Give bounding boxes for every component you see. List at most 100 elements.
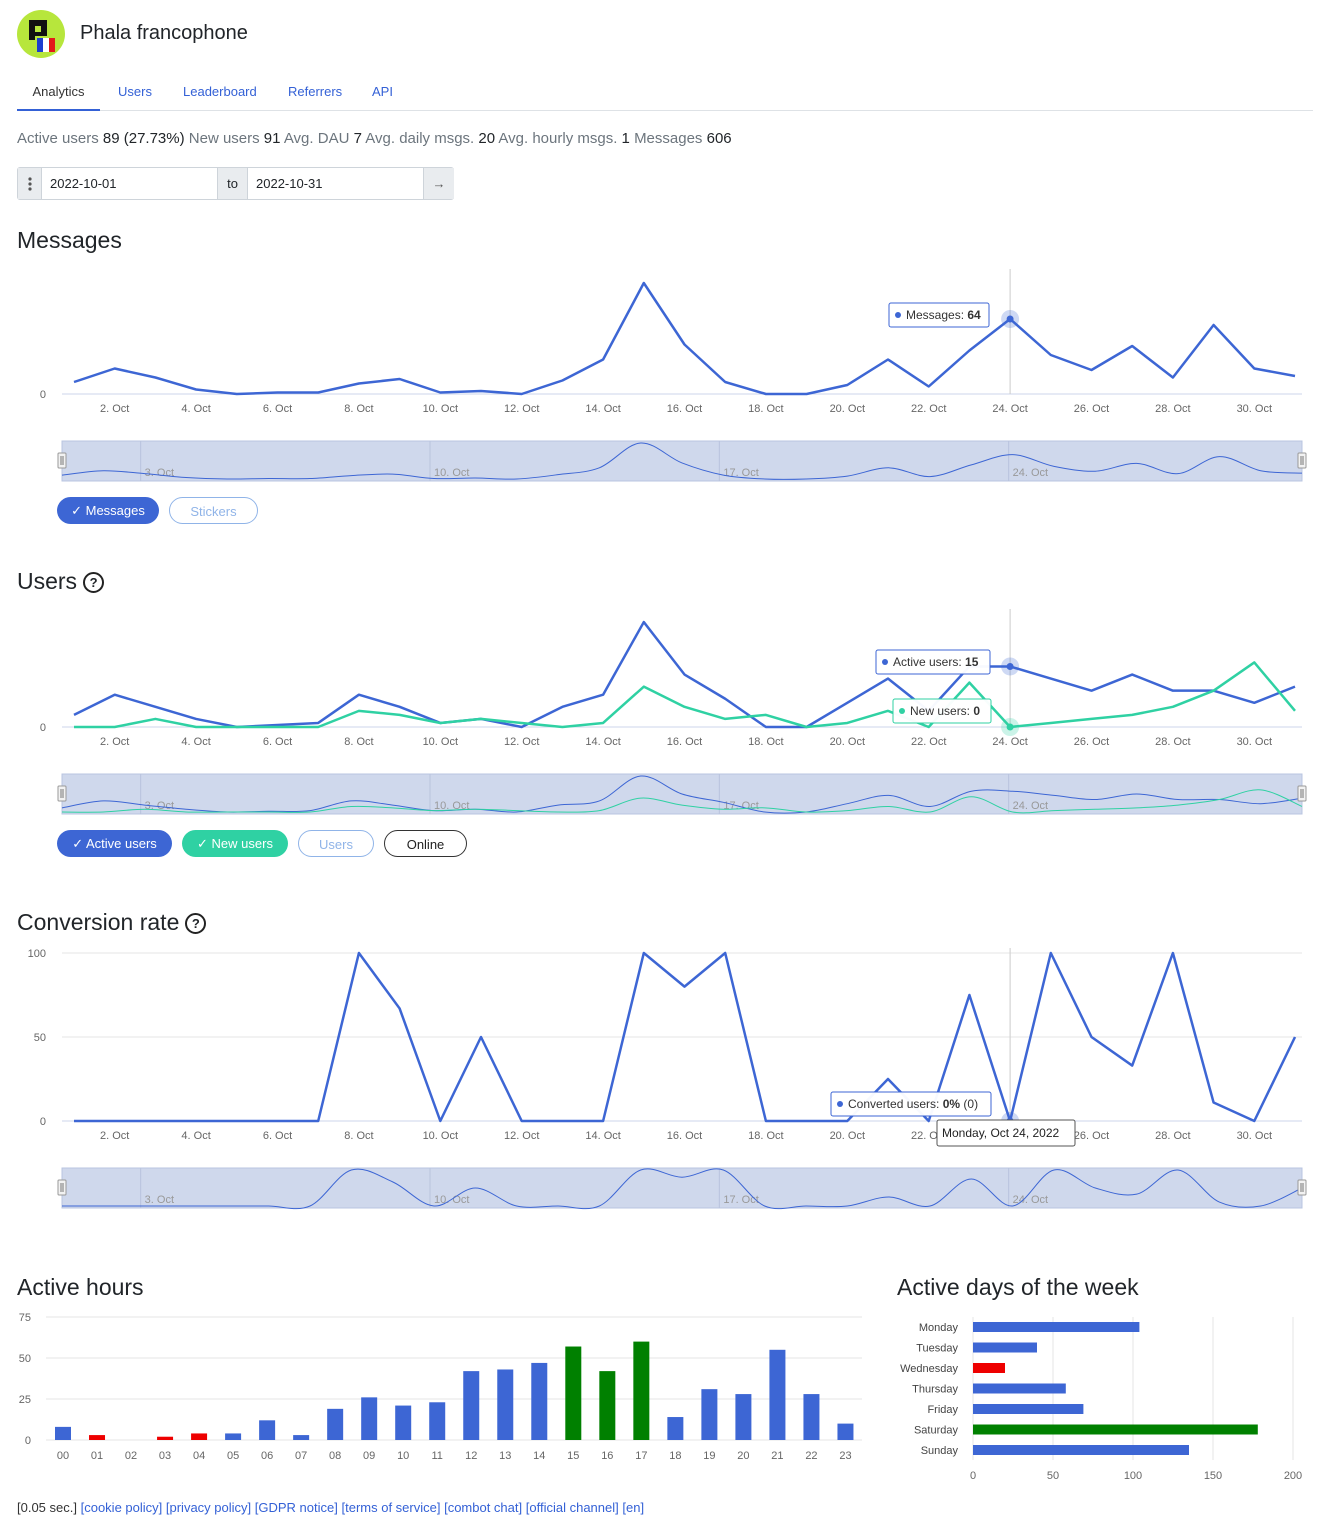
y-tick-label: 25 (19, 1394, 31, 1406)
terms-link[interactable]: [terms of service] (341, 1500, 441, 1515)
bar-hour-01 (89, 1435, 106, 1440)
conversion-chart[interactable]: 0 50 100 2. Oct 4. Oct 6. Oct 8. Oct 10. Oct 12.… (0, 940, 1328, 1215)
bar-hour-20 (735, 1394, 752, 1440)
tab-analytics[interactable]: Analytics (17, 80, 100, 111)
toggle-active-users-label: Active users (85, 836, 157, 851)
toggle-messages[interactable]: ✓ Messages (57, 497, 159, 524)
x-tick-label: 6. Oct (263, 1130, 292, 1142)
question-circle-icon[interactable]: ? (185, 913, 207, 935)
bar-hour-17 (633, 1341, 650, 1440)
bar-hour-16 (599, 1371, 616, 1440)
tab-bar: Analytics Users Leaderboard Referrers AP… (17, 80, 1313, 111)
x-tick-label: 18. Oct (748, 1130, 783, 1142)
x-tick-label: 2. Oct (100, 403, 129, 415)
cookie-policy-link[interactable]: [cookie policy] (80, 1500, 163, 1515)
y-tick-label: 50 (34, 1032, 46, 1044)
active-days-title: Active days of the week (897, 1274, 1139, 1300)
x-tick-label: 2. Oct (100, 1130, 129, 1142)
stat-new-users-value: 91 (263, 130, 281, 147)
y-tick-label: Monday (919, 1322, 959, 1334)
kebab-menu-icon[interactable] (18, 168, 42, 199)
bar-hour-10 (395, 1405, 412, 1440)
toggle-new-users[interactable]: ✓ New users (182, 830, 288, 857)
stat-active-users-value: 89 (27.73%) (102, 130, 185, 147)
combot-chat-link[interactable]: [combot chat] (444, 1500, 523, 1515)
tab-referrers[interactable]: Referrers (288, 84, 343, 99)
privacy-policy-link[interactable]: [privacy policy] (165, 1500, 252, 1515)
x-tick-label: 22 (805, 1450, 817, 1462)
tab-leaderboard[interactable]: Leaderboard (183, 84, 257, 99)
bar-hour-22 (803, 1394, 820, 1440)
x-tick-label: 28. Oct (1155, 1130, 1190, 1142)
navigator-tick-label: 24. Oct (1013, 800, 1048, 812)
date-from-input[interactable]: 2022-10-01 (50, 176, 117, 191)
x-tick-label: 28. Oct (1155, 403, 1190, 415)
messages-chart[interactable]: 0 2. Oct 4. Oct 6. Oct 8. Oct 10. Oct 12. Oct 1… (0, 260, 1328, 490)
bar-hour-11 (429, 1402, 446, 1440)
bar-day-saturday (973, 1424, 1258, 1435)
x-tick-label: 4. Oct (181, 1130, 210, 1142)
stats-summary: Active users 89 (27.73%) New users 91 Av… (17, 130, 732, 147)
x-tick-label: 10. Oct (423, 1130, 458, 1142)
x-tick-label: 18 (669, 1450, 681, 1462)
x-tick-label: 22. Oct (911, 736, 946, 748)
series-line-messages (73, 281, 1296, 396)
active-hours-chart[interactable]: 0 25 50 75 00 01 02 03 04 05 06 07 08 09 10 11 12 13 14 15 1… (0, 1305, 880, 1475)
new-users-tooltip-text: New users: 0 (910, 704, 980, 718)
x-tick-label: 15 (567, 1450, 579, 1462)
navigator-tick-label: 3. Oct (145, 1194, 174, 1206)
x-tick-label: 00 (57, 1450, 69, 1462)
bar-day-thursday (973, 1383, 1066, 1394)
language-link[interactable]: [en] (622, 1500, 645, 1515)
navigator-handle-left (57, 452, 67, 469)
bar-hour-08 (327, 1408, 344, 1440)
hover-point (1006, 723, 1014, 731)
question-circle-icon[interactable]: ? (83, 572, 105, 594)
stat-avg-hourly-label: Avg. hourly msgs. (498, 130, 618, 147)
gdpr-notice-link[interactable]: [GDPR notice] (254, 1500, 338, 1515)
render-time: [0.05 sec.] (17, 1500, 77, 1515)
y-tick-label: 50 (19, 1353, 31, 1365)
bar-hour-00 (55, 1426, 71, 1440)
x-tick-label: 04 (193, 1450, 205, 1462)
x-tick-label: 30. Oct (1237, 403, 1272, 415)
date-to-input[interactable]: 2022-10-31 (256, 176, 323, 191)
navigator-tick-label: 24. Oct (1013, 1194, 1048, 1206)
legend-dot (882, 659, 888, 665)
x-tick-label: 12. Oct (504, 736, 539, 748)
toggle-online[interactable]: Online (384, 830, 467, 857)
x-tick-label: 12 (465, 1450, 477, 1462)
x-tick-label: 4. Oct (181, 403, 210, 415)
x-tick-label: 23 (839, 1450, 851, 1462)
active-days-chart[interactable]: 0 50 100 150 200 Monday Tuesday Wednesday Thursd… (880, 1305, 1320, 1490)
bar-hour-19 (701, 1389, 718, 1440)
toggle-stickers[interactable]: Stickers (169, 497, 258, 524)
x-tick-label: 26. Oct (1074, 403, 1109, 415)
stat-avg-dau-value: 7 (353, 130, 362, 147)
x-tick-label: 14. Oct (585, 736, 620, 748)
x-tick-label: 2. Oct (100, 736, 129, 748)
y-tick-label: Wednesday (900, 1363, 958, 1375)
avatar (17, 10, 65, 58)
check-icon: ✓ (71, 503, 86, 518)
bar-hour-07 (293, 1435, 310, 1440)
x-tick-label: 18. Oct (748, 736, 783, 748)
conversion-title: Conversion rate (17, 909, 180, 935)
stat-active-users-label: Active users (17, 130, 99, 147)
x-tick-label: 19 (703, 1450, 715, 1462)
tab-users[interactable]: Users (118, 84, 152, 99)
toggle-users[interactable]: Users (298, 830, 374, 857)
navigator-handle-right (1297, 1179, 1307, 1196)
y-tick-label: Saturday (914, 1425, 959, 1437)
bar-hour-15 (565, 1346, 582, 1440)
x-tick-label: 16 (601, 1450, 613, 1462)
toggle-active-users[interactable]: ✓ Active users (57, 830, 172, 857)
stat-avg-hourly-value: 1 (621, 130, 630, 147)
bar-day-sunday (973, 1445, 1189, 1455)
tab-api[interactable]: API (372, 84, 393, 99)
y-tick-label: Thursday (912, 1384, 958, 1396)
arrow-right-icon[interactable]: → (423, 168, 454, 199)
hover-point (1006, 315, 1014, 323)
official-channel-link[interactable]: [official channel] (525, 1500, 619, 1515)
users-chart[interactable]: 0 2. Oct 4. Oct 6. Oct 8. Oct 10. Oct 12. Oct 1… (0, 600, 1328, 825)
